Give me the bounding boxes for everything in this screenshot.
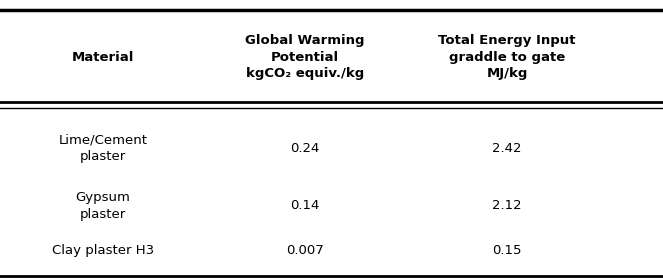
Text: 0.24: 0.24 — [290, 142, 320, 155]
Text: 0.007: 0.007 — [286, 244, 324, 257]
Text: Gypsum
plaster: Gypsum plaster — [76, 191, 130, 221]
Text: 0.14: 0.14 — [290, 199, 320, 212]
Text: Material: Material — [72, 51, 134, 64]
Text: 2.42: 2.42 — [493, 142, 522, 155]
Text: Global Warming
Potential
kgCO₂ equiv./kg: Global Warming Potential kgCO₂ equiv./kg — [245, 34, 365, 80]
Text: 2.12: 2.12 — [493, 199, 522, 212]
Text: Total Energy Input
graddle to gate
MJ/kg: Total Energy Input graddle to gate MJ/kg — [438, 34, 576, 80]
Text: 0.15: 0.15 — [493, 244, 522, 257]
Text: Clay plaster H3: Clay plaster H3 — [52, 244, 154, 257]
Text: Lime/Cement
plaster: Lime/Cement plaster — [58, 134, 147, 163]
